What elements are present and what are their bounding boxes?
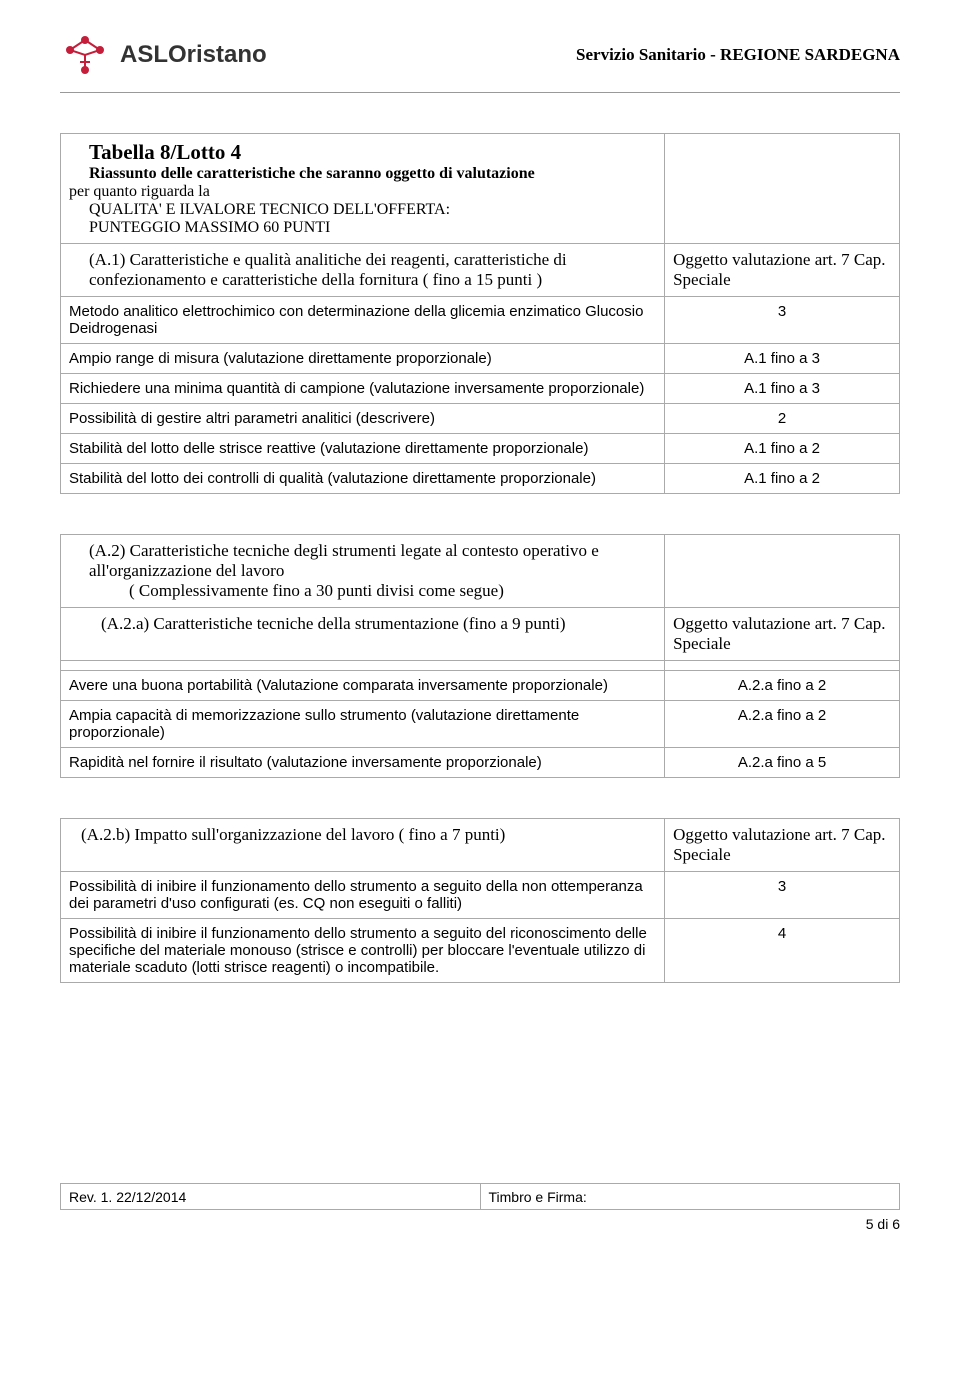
- b1-sec-right: Oggetto valutazione art. 7 Cap. Speciale: [665, 244, 900, 297]
- table-row: Possibilità di inibire il funzionamento …: [61, 872, 900, 919]
- table-row: Richiedere una minima quantità di campio…: [61, 374, 900, 404]
- asl-logo-icon: [60, 30, 110, 80]
- b2-r0-l: Avere una buona portabilità (Valutazione…: [61, 671, 665, 701]
- b1-line3: PUNTEGGIO MASSIMO 60 PUNTI: [89, 219, 330, 236]
- b2-sec-right: Oggetto valutazione art. 7 Cap. Speciale: [665, 608, 900, 661]
- footer-table: Rev. 1. 22/12/2014 Timbro e Firma:: [60, 1183, 900, 1210]
- b3-r0-l: Possibilità di inibire il funzionamento …: [61, 872, 665, 919]
- table-row: Avere una buona portabilità (Valutazione…: [61, 671, 900, 701]
- b1-line0: Riassunto delle caratteristiche che sara…: [89, 165, 535, 182]
- b1-r4-l: Stabilità del lotto delle strisce reatti…: [61, 434, 665, 464]
- b1-r5-v: A.1 fino a 2: [665, 464, 900, 494]
- b2-top-l: (A.2) Caratteristiche tecniche degli str…: [89, 541, 599, 580]
- b2-top-sub: ( Complessivamente fino a 30 punti divis…: [129, 581, 504, 600]
- b2-r0-v: A.2.a fino a 2: [665, 671, 900, 701]
- footer-rev: Rev. 1. 22/12/2014: [61, 1184, 481, 1210]
- b3-r1-v: 4: [665, 919, 900, 983]
- b2-r2-v: A.2.a fino a 5: [665, 748, 900, 778]
- b2-sec-left: (A.2.a) Caratteristiche tecniche della s…: [61, 608, 665, 661]
- b1-line2: QUALITA' E ILVALORE TECNICO DELL'OFFERTA…: [89, 201, 450, 218]
- b1-r3-v: 2: [665, 404, 900, 434]
- table-row: Rapidità nel fornire il risultato (valut…: [61, 748, 900, 778]
- b2-r2-l: Rapidità nel fornire il risultato (valut…: [61, 748, 665, 778]
- table-a1: Tabella 8/Lotto 4 Riassunto delle caratt…: [60, 133, 900, 494]
- table-row: Ampio range di misura (valutazione diret…: [61, 344, 900, 374]
- b2-top-r: [665, 535, 900, 608]
- b1-r3-l: Possibilità di gestire altri parametri a…: [61, 404, 665, 434]
- page-number: 5 di 6: [60, 1210, 900, 1232]
- b1-empty-right: [665, 134, 900, 244]
- b1-r2-l: Richiedere una minima quantità di campio…: [61, 374, 665, 404]
- page-header: ASLOristano Servizio Sanitario - REGIONE…: [60, 30, 900, 93]
- table-row: Stabilità del lotto delle strisce reatti…: [61, 434, 900, 464]
- b3-r1-l: Possibilità di inibire il funzionamento …: [61, 919, 665, 983]
- b1-r5-l: Stabilità del lotto dei controlli di qua…: [61, 464, 665, 494]
- logo-group: ASLOristano: [60, 30, 267, 80]
- b1-r4-v: A.1 fino a 2: [665, 434, 900, 464]
- b1-title: Tabella 8/Lotto 4: [89, 140, 241, 164]
- b1-sec-left: (A.1) Caratteristiche e qualità analitic…: [61, 244, 665, 297]
- b3-sec-right: Oggetto valutazione art. 7 Cap. Speciale: [665, 819, 900, 872]
- table-row: Stabilità del lotto dei controlli di qua…: [61, 464, 900, 494]
- header-service: Servizio Sanitario - REGIONE SARDEGNA: [576, 45, 900, 65]
- footer-stamp: Timbro e Firma:: [480, 1184, 900, 1210]
- b1-r1-l: Ampio range di misura (valutazione diret…: [61, 344, 665, 374]
- b1-r0-l: Metodo analitico elettrochimico con dete…: [61, 297, 665, 344]
- table-a2b: (A.2.b) Impatto sull'organizzazione del …: [60, 818, 900, 983]
- table-row: Ampia capacità di memorizzazione sullo s…: [61, 701, 900, 748]
- table-row: Possibilità di inibire il funzionamento …: [61, 919, 900, 983]
- table-row: Metodo analitico elettrochimico con dete…: [61, 297, 900, 344]
- b1-r0-v: 3: [665, 297, 900, 344]
- page-footer: Rev. 1. 22/12/2014 Timbro e Firma: 5 di …: [60, 1183, 900, 1232]
- table-row: Possibilità di gestire altri parametri a…: [61, 404, 900, 434]
- b1-r1-v: A.1 fino a 3: [665, 344, 900, 374]
- b1-line1: per quanto riguarda la: [69, 183, 210, 200]
- b1-r2-v: A.1 fino a 3: [665, 374, 900, 404]
- b2-r1-v: A.2.a fino a 2: [665, 701, 900, 748]
- block1-title-cell: Tabella 8/Lotto 4 Riassunto delle caratt…: [61, 134, 665, 244]
- b3-sec-left: (A.2.b) Impatto sull'organizzazione del …: [61, 819, 665, 872]
- b3-r0-v: 3: [665, 872, 900, 919]
- table-a2a: (A.2) Caratteristiche tecniche degli str…: [60, 534, 900, 778]
- b2-r1-l: Ampia capacità di memorizzazione sullo s…: [61, 701, 665, 748]
- b2-top: (A.2) Caratteristiche tecniche degli str…: [61, 535, 665, 608]
- logo-text: ASLOristano: [120, 41, 267, 69]
